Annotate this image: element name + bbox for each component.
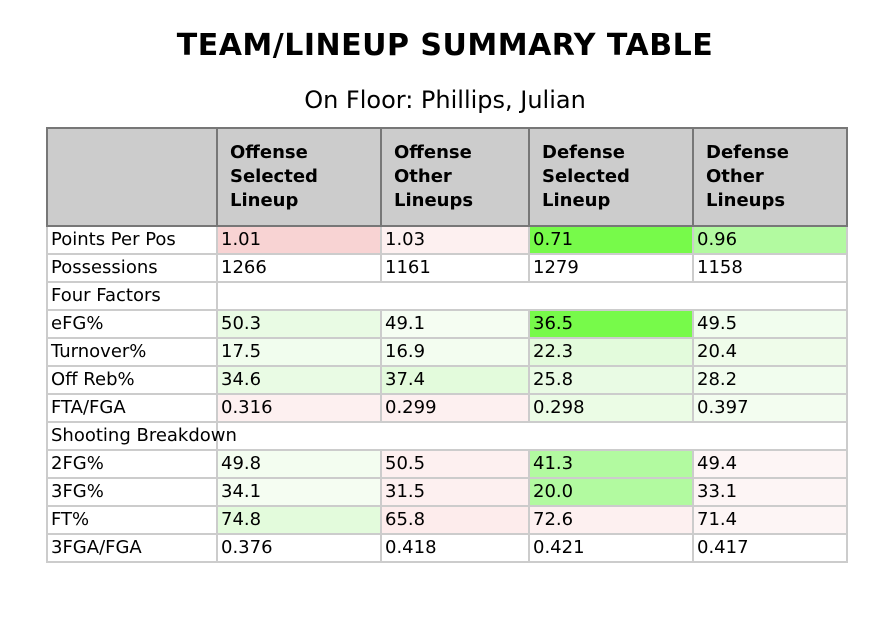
table-row: FTA/FGA 0.316 0.299 0.298 0.397 [46,393,848,423]
row-label: Shooting Breakdown [46,421,237,451]
value-cell: 0.376 [216,533,382,563]
section-row: Shooting Breakdown [46,421,848,451]
row-label: Four Factors [46,281,218,311]
value-cell: 0.421 [528,533,694,563]
header-cell-blank [46,127,218,227]
row-label: Points Per Pos [46,225,218,255]
value-cell: 0.418 [380,533,530,563]
header-cell-defense-other: Defense Other Lineups [692,127,848,227]
table-row: FT% 74.8 65.8 72.6 71.4 [46,505,848,535]
value-cell: 41.3 [528,449,694,479]
row-label: FTA/FGA [46,393,218,423]
value-cell: 1266 [216,253,382,283]
value-cell: 33.1 [692,477,848,507]
table-row: eFG% 50.3 49.1 36.5 49.5 [46,309,848,339]
value-cell: 20.0 [528,477,694,507]
value-cell: 36.5 [528,309,694,339]
page-title: TEAM/LINEUP SUMMARY TABLE [176,28,714,63]
value-cell: 37.4 [380,365,530,395]
table-row: 3FG% 34.1 31.5 20.0 33.1 [46,477,848,507]
value-cell: 49.8 [216,449,382,479]
row-label: 3FG% [46,477,218,507]
table-body: Points Per Pos 1.01 1.03 0.71 0.96 Possession… [46,225,848,563]
value-cell: 0.397 [692,393,848,423]
value-cell: 34.6 [216,365,382,395]
value-cell: 0.417 [692,533,848,563]
value-cell: 25.8 [528,365,694,395]
row-label: eFG% [46,309,218,339]
section-spacer [216,281,848,311]
value-cell: 49.5 [692,309,848,339]
section-row: Four Factors [46,281,848,311]
section-spacer [216,421,848,451]
value-cell: 1161 [380,253,530,283]
table-row: Turnover% 17.5 16.9 22.3 20.4 [46,337,848,367]
value-cell: 20.4 [692,337,848,367]
table-row: Possessions 1266 1161 1279 1158 [46,253,848,283]
value-cell: 0.71 [528,225,694,255]
value-cell: 50.3 [216,309,382,339]
value-cell: 72.6 [528,505,694,535]
row-label: Turnover% [46,337,218,367]
row-label: 3FGA/FGA [46,533,218,563]
value-cell: 1.03 [380,225,530,255]
row-label: Off Reb% [46,365,218,395]
table-row: Off Reb% 34.6 37.4 25.8 28.2 [46,365,848,395]
value-cell: 50.5 [380,449,530,479]
value-cell: 74.8 [216,505,382,535]
value-cell: 65.8 [380,505,530,535]
table-row: 3FGA/FGA 0.376 0.418 0.421 0.417 [46,533,848,563]
value-cell: 0.298 [528,393,694,423]
header-cell-offense-selected: Offense Selected Lineup [216,127,382,227]
row-label: 2FG% [46,449,218,479]
value-cell: 28.2 [692,365,848,395]
value-cell: 71.4 [692,505,848,535]
value-cell: 1279 [528,253,694,283]
summary-table: Offense Selected Lineup Offense Other Li… [46,127,848,563]
value-cell: 16.9 [380,337,530,367]
value-cell: 34.1 [216,477,382,507]
table-row: 2FG% 49.8 50.5 41.3 49.4 [46,449,848,479]
value-cell: 1.01 [216,225,382,255]
value-cell: 31.5 [380,477,530,507]
row-label: FT% [46,505,218,535]
page-subtitle: On Floor: Phillips, Julian [304,86,586,114]
table-row: Points Per Pos 1.01 1.03 0.71 0.96 [46,225,848,255]
header-cell-defense-selected: Defense Selected Lineup [528,127,694,227]
row-label: Possessions [46,253,218,283]
value-cell: 17.5 [216,337,382,367]
value-cell: 0.299 [380,393,530,423]
value-cell: 1158 [692,253,848,283]
value-cell: 49.4 [692,449,848,479]
header-cell-offense-other: Offense Other Lineups [380,127,530,227]
value-cell: 0.316 [216,393,382,423]
header-row: Offense Selected Lineup Offense Other Li… [46,127,848,227]
value-cell: 0.96 [692,225,848,255]
value-cell: 49.1 [380,309,530,339]
value-cell: 22.3 [528,337,694,367]
